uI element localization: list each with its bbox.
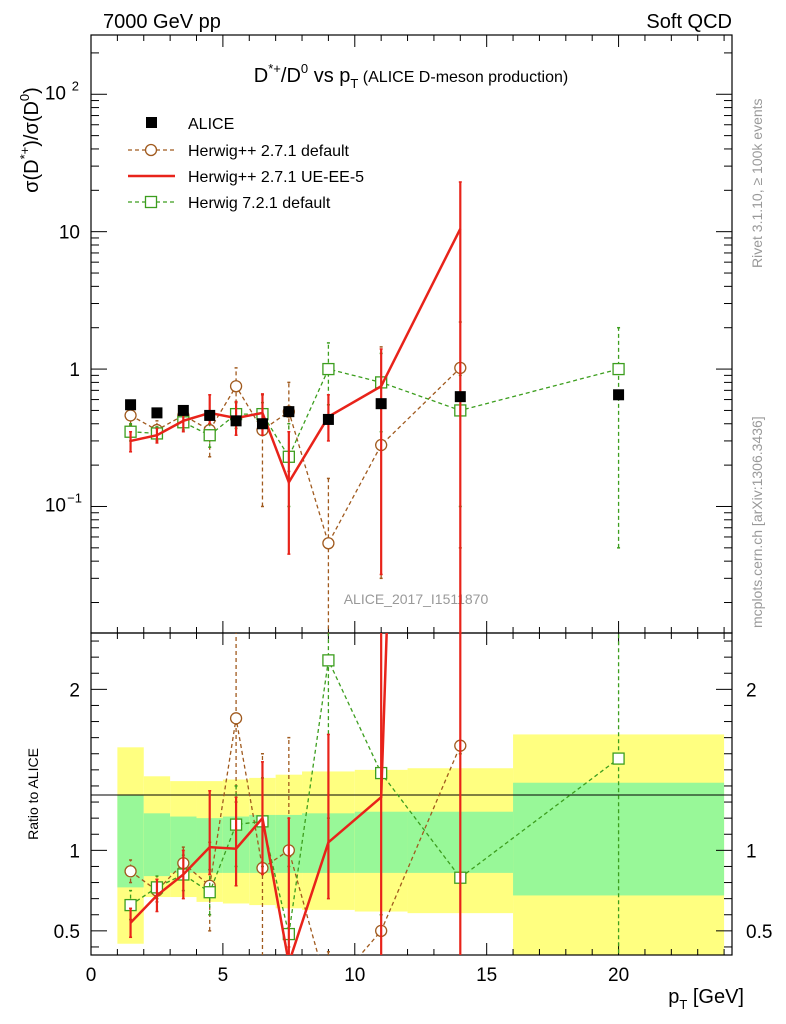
ratio-y-tick-label-right-0.5: 0.5	[746, 922, 772, 943]
main-point-alice-7	[322, 413, 334, 425]
legend-label-herwigpp-default: Herwig++ 2.7.1 default	[188, 143, 350, 160]
legend-entry-herwigpp-ueee5: Herwig++ 2.7.1 UE-EE-5	[128, 169, 364, 186]
main-point-alice-3	[204, 409, 216, 421]
main-series	[124, 181, 625, 633]
ratio-ylabel: Ratio to ALICE	[25, 748, 41, 840]
x-tick-label-20: 20	[608, 965, 629, 986]
ratio-y-tick-label-left-1: 1	[69, 841, 80, 862]
main-point-alice-6	[283, 406, 295, 418]
main-line-1	[130, 367, 461, 545]
process-label: Soft QCD	[646, 11, 732, 33]
main-point-alice-2	[177, 404, 189, 416]
main-point-3-10	[612, 362, 625, 376]
legend-entry-alice: ALICE	[146, 116, 234, 133]
main-y-tick-label-0: 10	[45, 495, 66, 516]
legend-label-alice: ALICE	[188, 116, 234, 133]
plot-title: D*+/D0 vs pT (ALICE D-meson production)	[254, 61, 568, 91]
ratio-point-1-7	[323, 987, 334, 998]
main-point-alice-0	[125, 399, 137, 411]
mcplots-label: mcplots.cern.ch [arXiv:1306.3436]	[749, 416, 765, 628]
main-y-tick-label-exp-3: 2	[72, 78, 79, 93]
rivet-label: Rivet 3.1.10, ≥ 100k events	[749, 98, 765, 268]
ratio-point-3-10	[612, 752, 625, 765]
analysis-id-label: ALICE_2017_I1511870	[344, 591, 489, 607]
main-point-1-7	[322, 537, 335, 550]
ratio-plot-frame	[90, 632, 733, 956]
legend-entry-herwig7-default: Herwig 7.2.1 default	[128, 195, 331, 212]
x-tick-label-15: 15	[476, 965, 497, 986]
ratio-y-tick-label-left-0.5: 0.5	[54, 922, 80, 943]
main-line-2	[130, 228, 462, 486]
ratio-y-tick-label-left-2: 2	[69, 680, 80, 701]
x-axis-label: pT [GeV]	[668, 986, 744, 1012]
axis-ticks	[90, 35, 732, 955]
energy-label: 7000 GeV pp	[103, 11, 221, 33]
main-point-alice-9	[454, 391, 466, 403]
main-point-alice-1	[151, 407, 163, 419]
main-line-3	[130, 368, 619, 459]
x-tick-label-5: 5	[218, 965, 229, 986]
main-point-alice-10	[613, 389, 625, 401]
legend-marker-herwigpp-default	[144, 143, 158, 157]
ratio-series	[124, 633, 625, 998]
ratio-line-2	[129, 633, 388, 955]
main-point-alice-4	[230, 415, 242, 427]
x-tick-label-10: 10	[344, 965, 365, 986]
main-y-tick-label-1: 1	[69, 360, 80, 381]
legend: ALICE Herwig++ 2.7.1 default Herwig++ 2.…	[128, 116, 364, 212]
main-y-tick-label-3: 10	[45, 83, 66, 104]
main-ylabel: σ(D*+)/σ(D0)	[17, 87, 43, 193]
main-point-1-4	[229, 380, 243, 393]
legend-label-herwig7-default: Herwig 7.2.1 default	[188, 195, 331, 212]
ratio-line-1	[130, 718, 461, 955]
ratio-point-3-3	[203, 886, 216, 899]
legend-entry-herwigpp-default: Herwig++ 2.7.1 default	[128, 143, 350, 160]
x-tick-label-0: 0	[86, 965, 97, 986]
legend-marker-alice	[146, 117, 157, 128]
main-y-tick-label-2: 10	[59, 223, 80, 244]
main-y-tick-label-exp-0: −1	[67, 490, 82, 505]
main-point-3-3	[203, 429, 216, 442]
main-point-3-7	[322, 362, 335, 376]
ratio-point-3-7	[322, 654, 335, 667]
ratio-y-tick-label-right-1: 1	[746, 841, 757, 862]
legend-label-herwigpp-ueee5: Herwig++ 2.7.1 UE-EE-5	[188, 169, 364, 186]
ratio-point-1-4	[229, 712, 243, 725]
ratio-y-tick-label-right-2: 2	[746, 680, 757, 701]
ratio-point-1-0	[124, 865, 137, 878]
ratio-band-inner-1	[143, 813, 171, 877]
main-point-alice-5	[256, 418, 268, 430]
main-point-alice-8	[375, 398, 387, 410]
legend-marker-herwig7-default	[144, 195, 158, 209]
main-point-1-0	[124, 409, 137, 422]
